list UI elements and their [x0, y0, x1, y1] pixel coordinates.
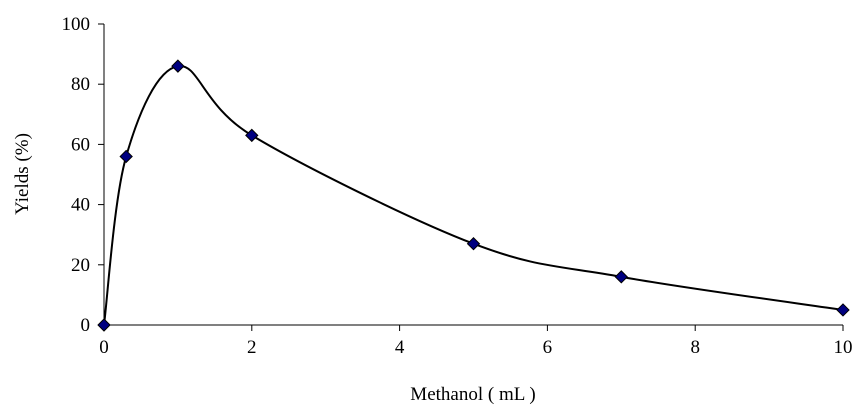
y-tick-label: 60 — [71, 134, 90, 155]
y-axis-title: Yields (%) — [12, 133, 33, 215]
y-tick-label: 0 — [81, 315, 91, 336]
data-point-marker — [171, 59, 185, 73]
y-tick-label: 80 — [71, 74, 90, 95]
y-tick-label: 100 — [62, 14, 91, 35]
data-point-marker — [836, 303, 850, 317]
x-axis-title: Methanol ( mL ) — [410, 384, 535, 405]
axes — [103, 24, 843, 326]
x-tick-label: 2 — [247, 337, 257, 358]
data-point-marker — [245, 128, 259, 143]
data-point-marker — [97, 318, 111, 332]
x-tick-label: 4 — [395, 337, 405, 358]
series-line — [103, 65, 844, 326]
y-ticks: 0 20 40 60 80 100 — [62, 14, 104, 336]
y-tick-label: 20 — [71, 255, 90, 276]
x-tick-label: 0 — [99, 337, 109, 358]
x-tick-label: 8 — [690, 337, 700, 358]
data-point-marker — [614, 270, 629, 284]
data-point-marker — [119, 149, 133, 164]
data-point-marker — [466, 237, 481, 251]
y-tick-label: 40 — [71, 195, 90, 216]
x-tick-label: 6 — [543, 337, 553, 358]
x-tick-label: 10 — [834, 337, 853, 358]
data-markers — [97, 59, 850, 332]
x-ticks: 0 2 4 6 8 10 — [99, 325, 853, 358]
